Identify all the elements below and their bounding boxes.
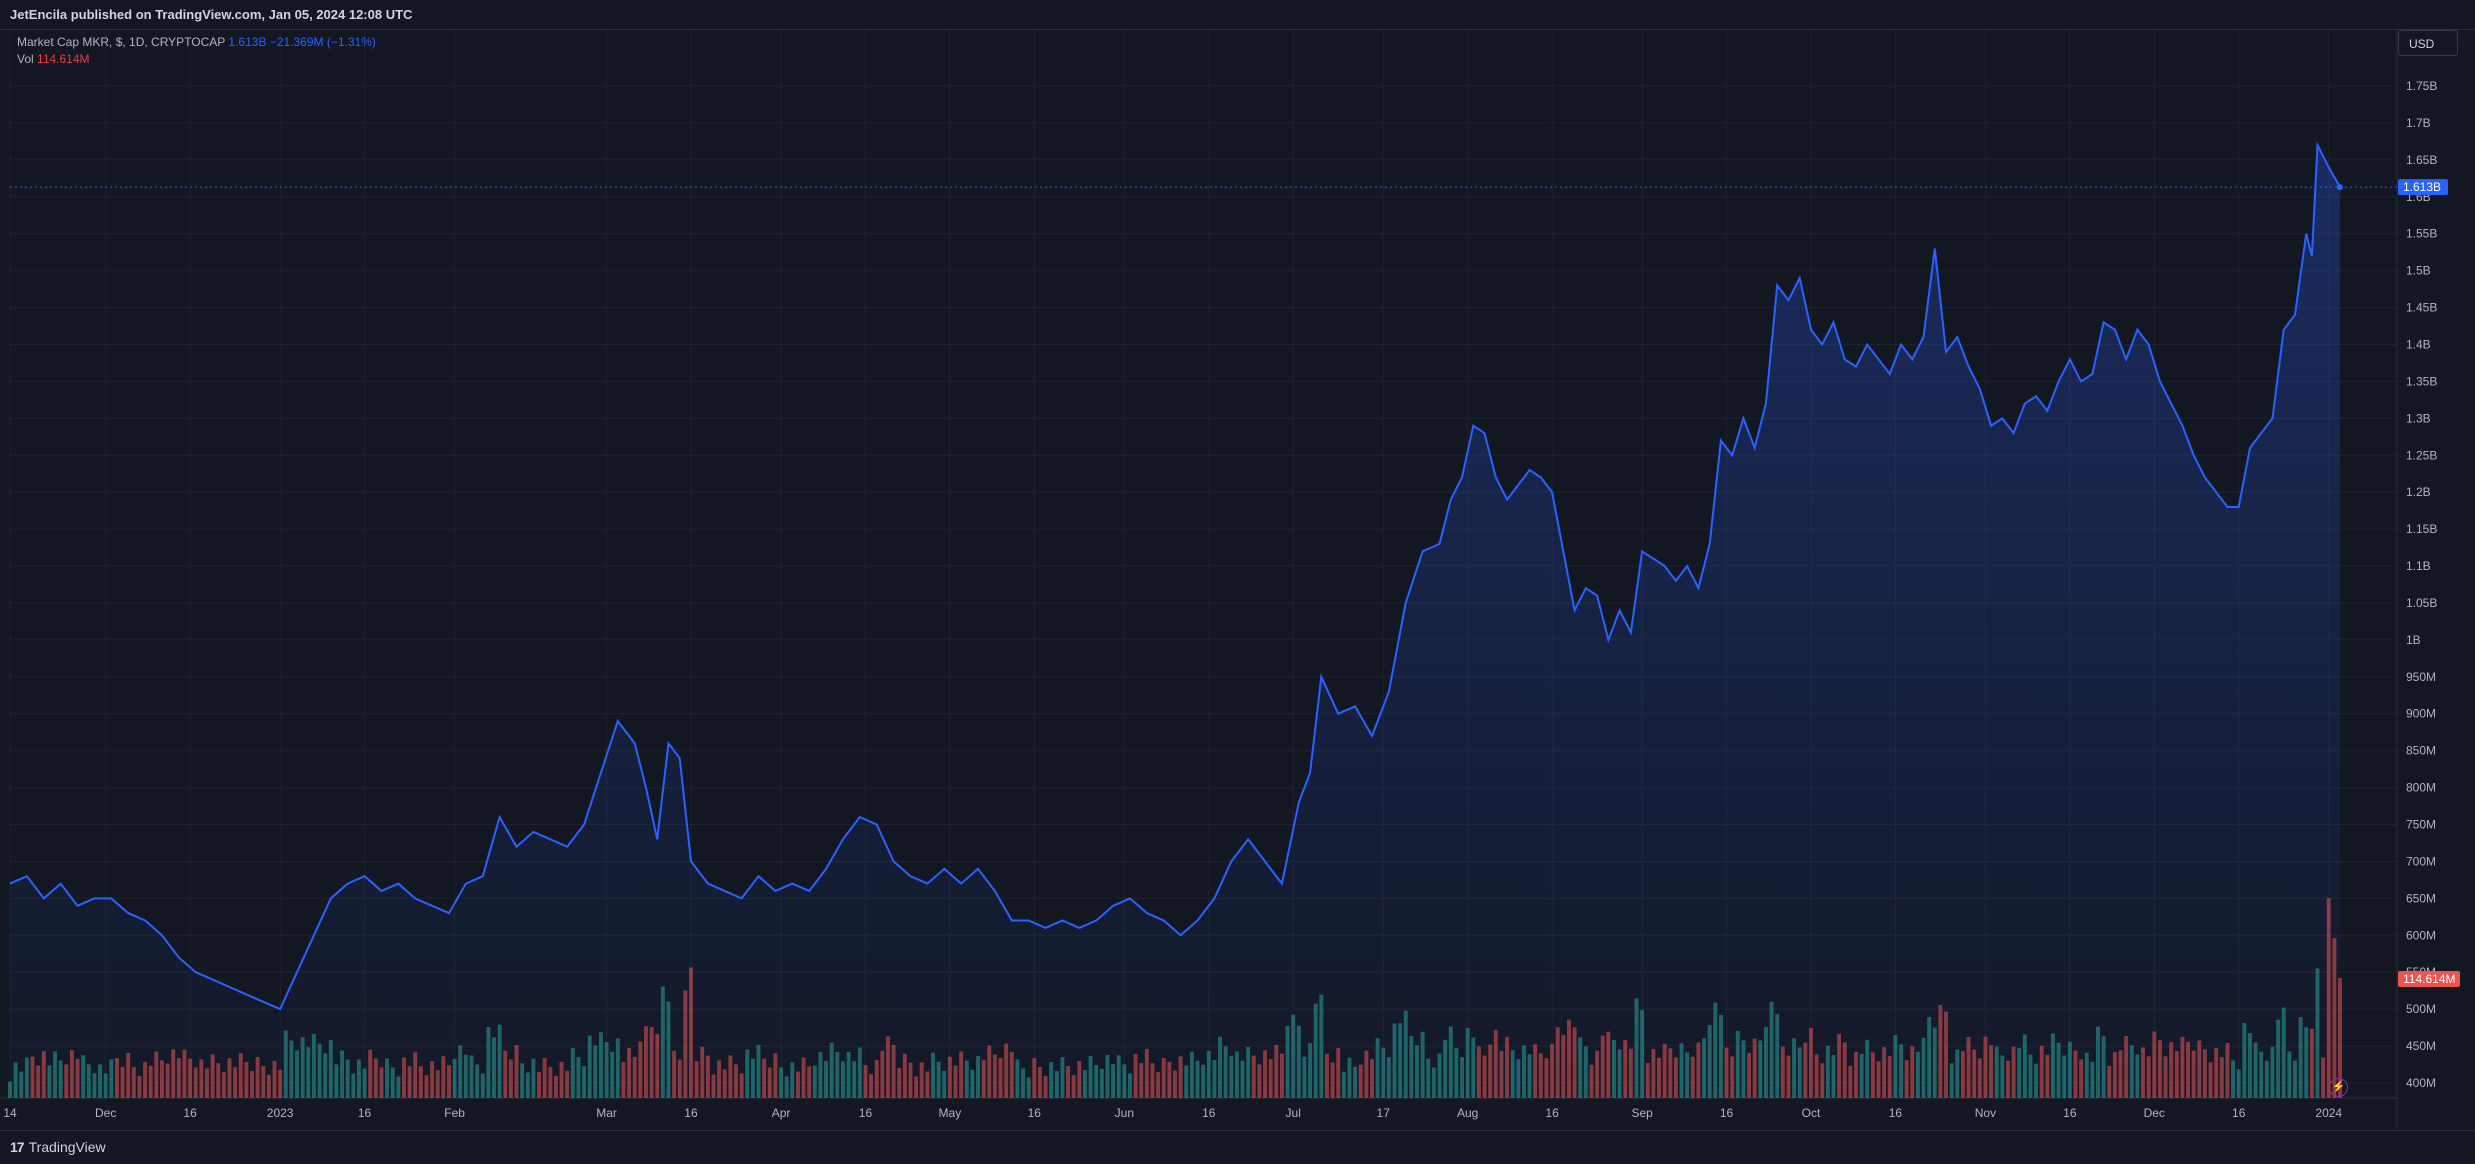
x-tick-label: Jun [1115, 1106, 1134, 1120]
x-tick-label: Mar [596, 1106, 617, 1120]
y-tick-label: 400M [2406, 1076, 2436, 1090]
y-tick-label: 700M [2406, 854, 2436, 868]
price-line [9, 141, 2341, 1011]
x-tick-label: Dec [2144, 1106, 2165, 1120]
y-tick-label: 1.35B [2406, 374, 2437, 388]
y-tick-label: 1.15B [2406, 522, 2437, 536]
x-tick-label: 16 [684, 1106, 698, 1120]
x-tick-label: 16 [859, 1106, 873, 1120]
last-price: 1.613B [228, 35, 267, 49]
price-area-fill [10, 145, 2340, 1099]
x-tick-label: 16 [1028, 1106, 1042, 1120]
y-tick-label: 500M [2406, 1002, 2436, 1016]
logo-text: TradingView [28, 1139, 106, 1155]
x-tick-label: Jul [1286, 1106, 1301, 1120]
x-tick-label: May [939, 1106, 962, 1120]
price-change: −21.369M (−1.31%) [269, 35, 376, 49]
chart-area[interactable]: 1.75B 1.7B 1.65B 1.6B 1.55B 1.5B 1.45B 1.4B 1.35… [0, 29, 2475, 1129]
publisher-bar: JetEncila published on TradingView.com, … [0, 0, 2475, 30]
lightning-icon[interactable]: ⚡ [2329, 1078, 2348, 1097]
x-tick-label: 16 [1889, 1106, 1903, 1120]
y-tick-label: 950M [2406, 670, 2436, 684]
last-volume-badge [2398, 971, 2460, 987]
x-tick-label: Oct [1802, 1106, 1821, 1120]
volume-value: 114.614M [37, 52, 90, 66]
x-tick-label: 16 [1545, 1106, 1559, 1120]
price-chart[interactable]: 1.75B1.7B1.65B1.6B1.55B1.5B1.45B1.4B1.35… [0, 29, 2475, 1129]
y-tick-label: 900M [2406, 707, 2436, 721]
symbol-title[interactable]: Market Cap MKR, $, 1D, CRYPTOCAP [17, 35, 226, 49]
x-tick-label: 16 [2232, 1106, 2246, 1120]
time-axis[interactable]: 14 Dec 16 2023 16 Feb Mar 16 Apr 16 May 16 Jun 16 Jul 1… [3, 1106, 2342, 1120]
x-tick-label: 16 [1720, 1106, 1734, 1120]
last-price-badge-label: 1.613B [2403, 180, 2441, 194]
currency-button[interactable]: USD [2398, 30, 2458, 56]
last-price-dot [2337, 184, 2343, 191]
y-tick-label: 1.4B [2406, 337, 2431, 351]
publisher-text: JetEncila published on TradingView.com, … [10, 7, 413, 22]
y-tick-label: 1.25B [2406, 448, 2437, 462]
x-tick-label: Dec [95, 1106, 116, 1120]
x-tick-label: Nov [1975, 1106, 1996, 1120]
y-tick-label: 750M [2406, 818, 2436, 832]
y-tick-label: 800M [2406, 781, 2436, 795]
price-axis[interactable]: 1.75B1.7B1.65B1.6B1.55B1.5B1.45B1.4B1.35… [2406, 79, 2437, 1090]
volume-label[interactable]: Vol [17, 52, 34, 66]
y-tick-label: 600M [2406, 928, 2436, 942]
y-tick-label: 1.55B [2406, 227, 2437, 241]
x-tick-label: 16 [1202, 1106, 1216, 1120]
y-tick-label: 1.5B [2406, 264, 2431, 278]
last-price-badge [2398, 179, 2448, 196]
y-tick-label: 650M [2406, 891, 2436, 905]
x-tick-label: Feb [444, 1106, 465, 1120]
footer: 17 TradingView [0, 1130, 2475, 1164]
price-badges: 1.613B 114.614M [2398, 179, 2460, 987]
y-tick-label: 1.3B [2406, 411, 2431, 425]
x-tick-label: Apr [772, 1106, 791, 1120]
tradingview-logo[interactable]: 17 TradingView [10, 1139, 106, 1155]
y-tick-label: 1B [2406, 633, 2421, 647]
y-tick-label: 1.45B [2406, 301, 2437, 315]
chart-legend: Market Cap MKR, $, 1D, CRYPTOCAP 1.613B … [17, 34, 376, 68]
y-tick-label: 1.2B [2406, 485, 2431, 499]
x-tick-label: 16 [183, 1106, 197, 1120]
y-tick-label: 1.05B [2406, 596, 2437, 610]
y-tick-label: 450M [2406, 1039, 2436, 1053]
x-tick-label: Aug [1457, 1106, 1478, 1120]
price-area [9, 141, 2397, 1099]
y-tick-label: 850M [2406, 744, 2436, 758]
x-tick-label: 2023 [267, 1106, 294, 1120]
last-volume-badge-label: 114.614M [2403, 972, 2455, 986]
x-tick-label: 16 [358, 1106, 372, 1120]
y-tick-label: 1.75B [2406, 79, 2437, 93]
y-tick-label: 1.7B [2406, 116, 2431, 130]
x-tick-label: Sep [1631, 1106, 1653, 1120]
x-tick-label: 14 [3, 1106, 17, 1120]
tradingview-logo-icon: 17 [10, 1139, 25, 1155]
x-tick-label: 16 [2063, 1106, 2077, 1120]
y-tick-label: 1.1B [2406, 559, 2431, 573]
y-tick-label: 1.65B [2406, 153, 2437, 167]
x-tick-label: 17 [1377, 1106, 1391, 1120]
x-tick-label: 2024 [2315, 1106, 2342, 1120]
